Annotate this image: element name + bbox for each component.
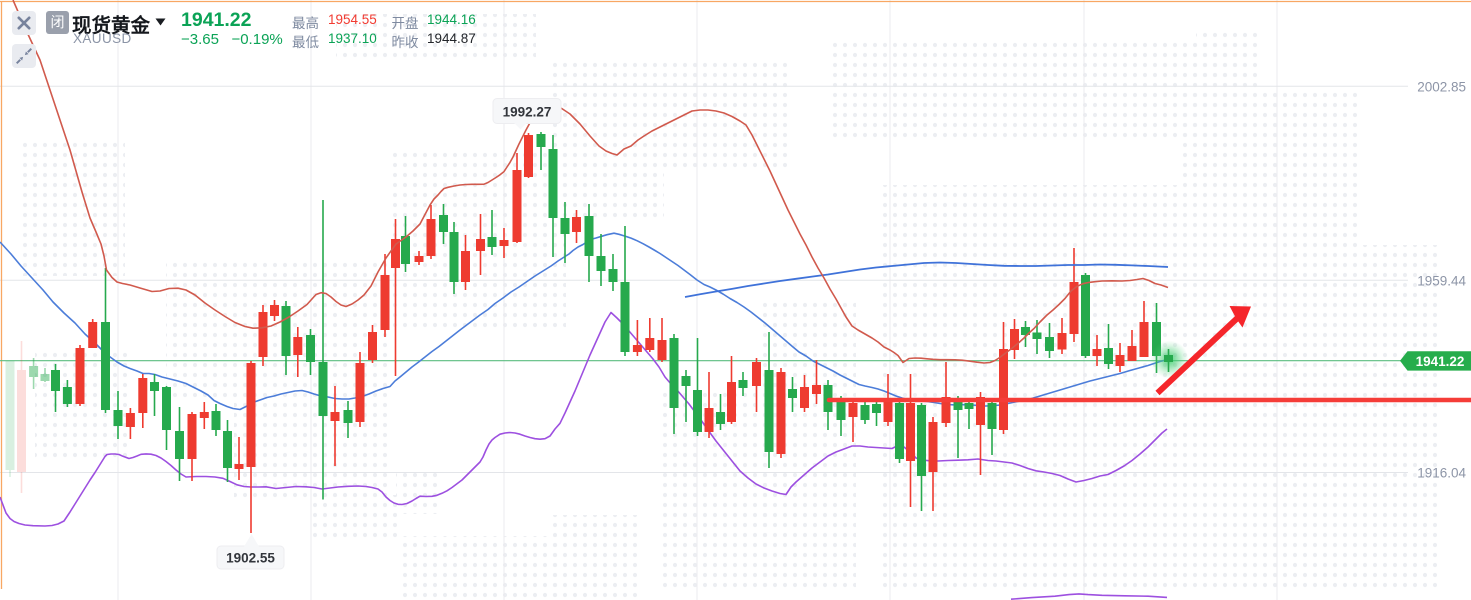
svg-text:1992.27: 1992.27 bbox=[503, 105, 552, 120]
svg-text:1916.04: 1916.04 bbox=[1417, 466, 1466, 481]
svg-text:1902.55: 1902.55 bbox=[226, 551, 275, 566]
svg-text:2002.85: 2002.85 bbox=[1417, 80, 1466, 95]
svg-text:1959.44: 1959.44 bbox=[1417, 274, 1466, 289]
svg-text:1941.22: 1941.22 bbox=[1416, 354, 1465, 369]
